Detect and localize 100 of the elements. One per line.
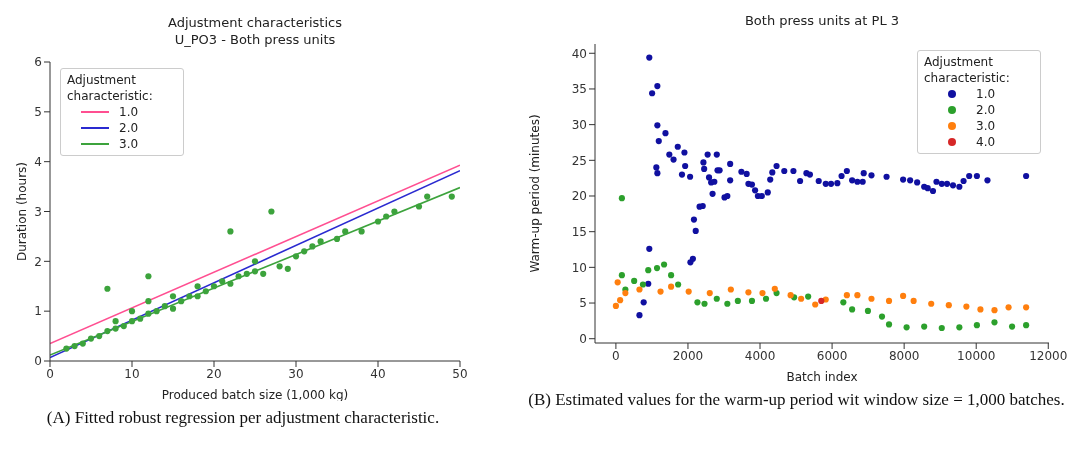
point xyxy=(787,292,794,299)
point xyxy=(864,307,872,314)
point xyxy=(210,283,218,290)
x-tick-label: 20 xyxy=(206,366,222,381)
legend-label: 3.0 xyxy=(119,136,139,152)
x-tick-label: 40 xyxy=(370,366,386,381)
point xyxy=(849,306,856,313)
legend-label: 4.0 xyxy=(976,134,996,150)
point xyxy=(701,300,708,307)
point xyxy=(128,308,136,315)
point xyxy=(900,292,907,299)
point xyxy=(762,295,770,302)
x-tick-label: 12000 xyxy=(1029,348,1068,363)
point xyxy=(104,285,111,292)
point xyxy=(868,295,875,302)
point xyxy=(885,321,893,328)
point xyxy=(840,299,847,306)
point xyxy=(668,272,675,279)
point xyxy=(622,289,629,297)
point xyxy=(798,295,805,302)
point xyxy=(685,288,692,295)
point xyxy=(137,315,144,322)
point xyxy=(415,203,423,210)
point xyxy=(812,301,819,308)
y-tick-label: 30 xyxy=(571,117,587,132)
point xyxy=(991,307,998,314)
point xyxy=(128,318,136,325)
point xyxy=(668,283,675,290)
point xyxy=(639,281,647,288)
point xyxy=(1008,323,1016,330)
y-tick-label: 20 xyxy=(571,189,587,204)
point xyxy=(612,302,619,309)
point xyxy=(145,298,152,305)
point xyxy=(424,193,431,200)
point xyxy=(657,288,664,295)
point xyxy=(251,258,259,265)
y-tick-label: 0 xyxy=(579,331,587,346)
point xyxy=(843,292,850,299)
point xyxy=(63,345,70,352)
point xyxy=(120,323,127,330)
point xyxy=(87,335,95,342)
y-tick-label: 15 xyxy=(571,224,587,239)
y-tick-label: 10 xyxy=(571,260,587,275)
point xyxy=(301,248,308,255)
point xyxy=(973,322,980,329)
point xyxy=(383,213,390,220)
y-tick-label: 3 xyxy=(34,204,42,219)
point xyxy=(963,303,970,310)
legend-label: 3.0 xyxy=(976,118,996,134)
point xyxy=(391,208,398,215)
y-axis-title: Warm-up period (minutes) xyxy=(528,114,543,273)
point xyxy=(358,228,365,235)
point xyxy=(1005,304,1012,311)
point xyxy=(645,267,652,274)
point xyxy=(945,302,952,309)
x-tick-label: 6000 xyxy=(816,348,848,363)
point xyxy=(956,324,963,331)
chart-subtitle: U_PO3 - Both press units xyxy=(173,31,337,48)
point xyxy=(618,195,625,202)
point xyxy=(169,305,177,312)
point xyxy=(112,318,119,325)
point xyxy=(724,300,731,307)
point xyxy=(153,308,160,315)
point xyxy=(112,325,119,332)
point xyxy=(928,300,935,307)
legend-label: 1.0 xyxy=(119,104,139,120)
y-tick-label: 4 xyxy=(34,154,42,169)
point xyxy=(910,297,917,304)
x-tick-label: 0 xyxy=(46,366,54,381)
point xyxy=(169,293,177,300)
point xyxy=(145,310,152,317)
x-tick-label: 50 xyxy=(452,366,468,381)
x-tick-label: 30 xyxy=(288,366,304,381)
point xyxy=(342,228,349,235)
point xyxy=(268,208,275,215)
point xyxy=(284,265,291,272)
point xyxy=(104,328,111,335)
point xyxy=(745,289,752,296)
point xyxy=(333,235,341,242)
x-tick-label: 8000 xyxy=(888,348,920,363)
y-tick-label: 35 xyxy=(571,82,587,97)
legend-label: 2.0 xyxy=(976,102,996,118)
y-tick-label: 2 xyxy=(34,254,42,269)
x-axis-title: Batch index xyxy=(786,370,858,384)
legend-title: Adjustment characteristic: xyxy=(67,72,154,104)
point xyxy=(653,264,661,272)
x-tick-label: 10 xyxy=(124,366,140,381)
point xyxy=(614,279,621,286)
point xyxy=(227,280,234,287)
point xyxy=(759,289,766,297)
point xyxy=(276,263,283,270)
point xyxy=(805,293,812,300)
point xyxy=(734,297,741,304)
chart-title: Adjustment characteristics xyxy=(166,14,343,31)
point xyxy=(1023,322,1030,329)
y-tick-label: 5 xyxy=(34,105,42,120)
point xyxy=(186,293,193,300)
point xyxy=(260,270,267,277)
point xyxy=(938,324,945,332)
point xyxy=(706,289,713,297)
